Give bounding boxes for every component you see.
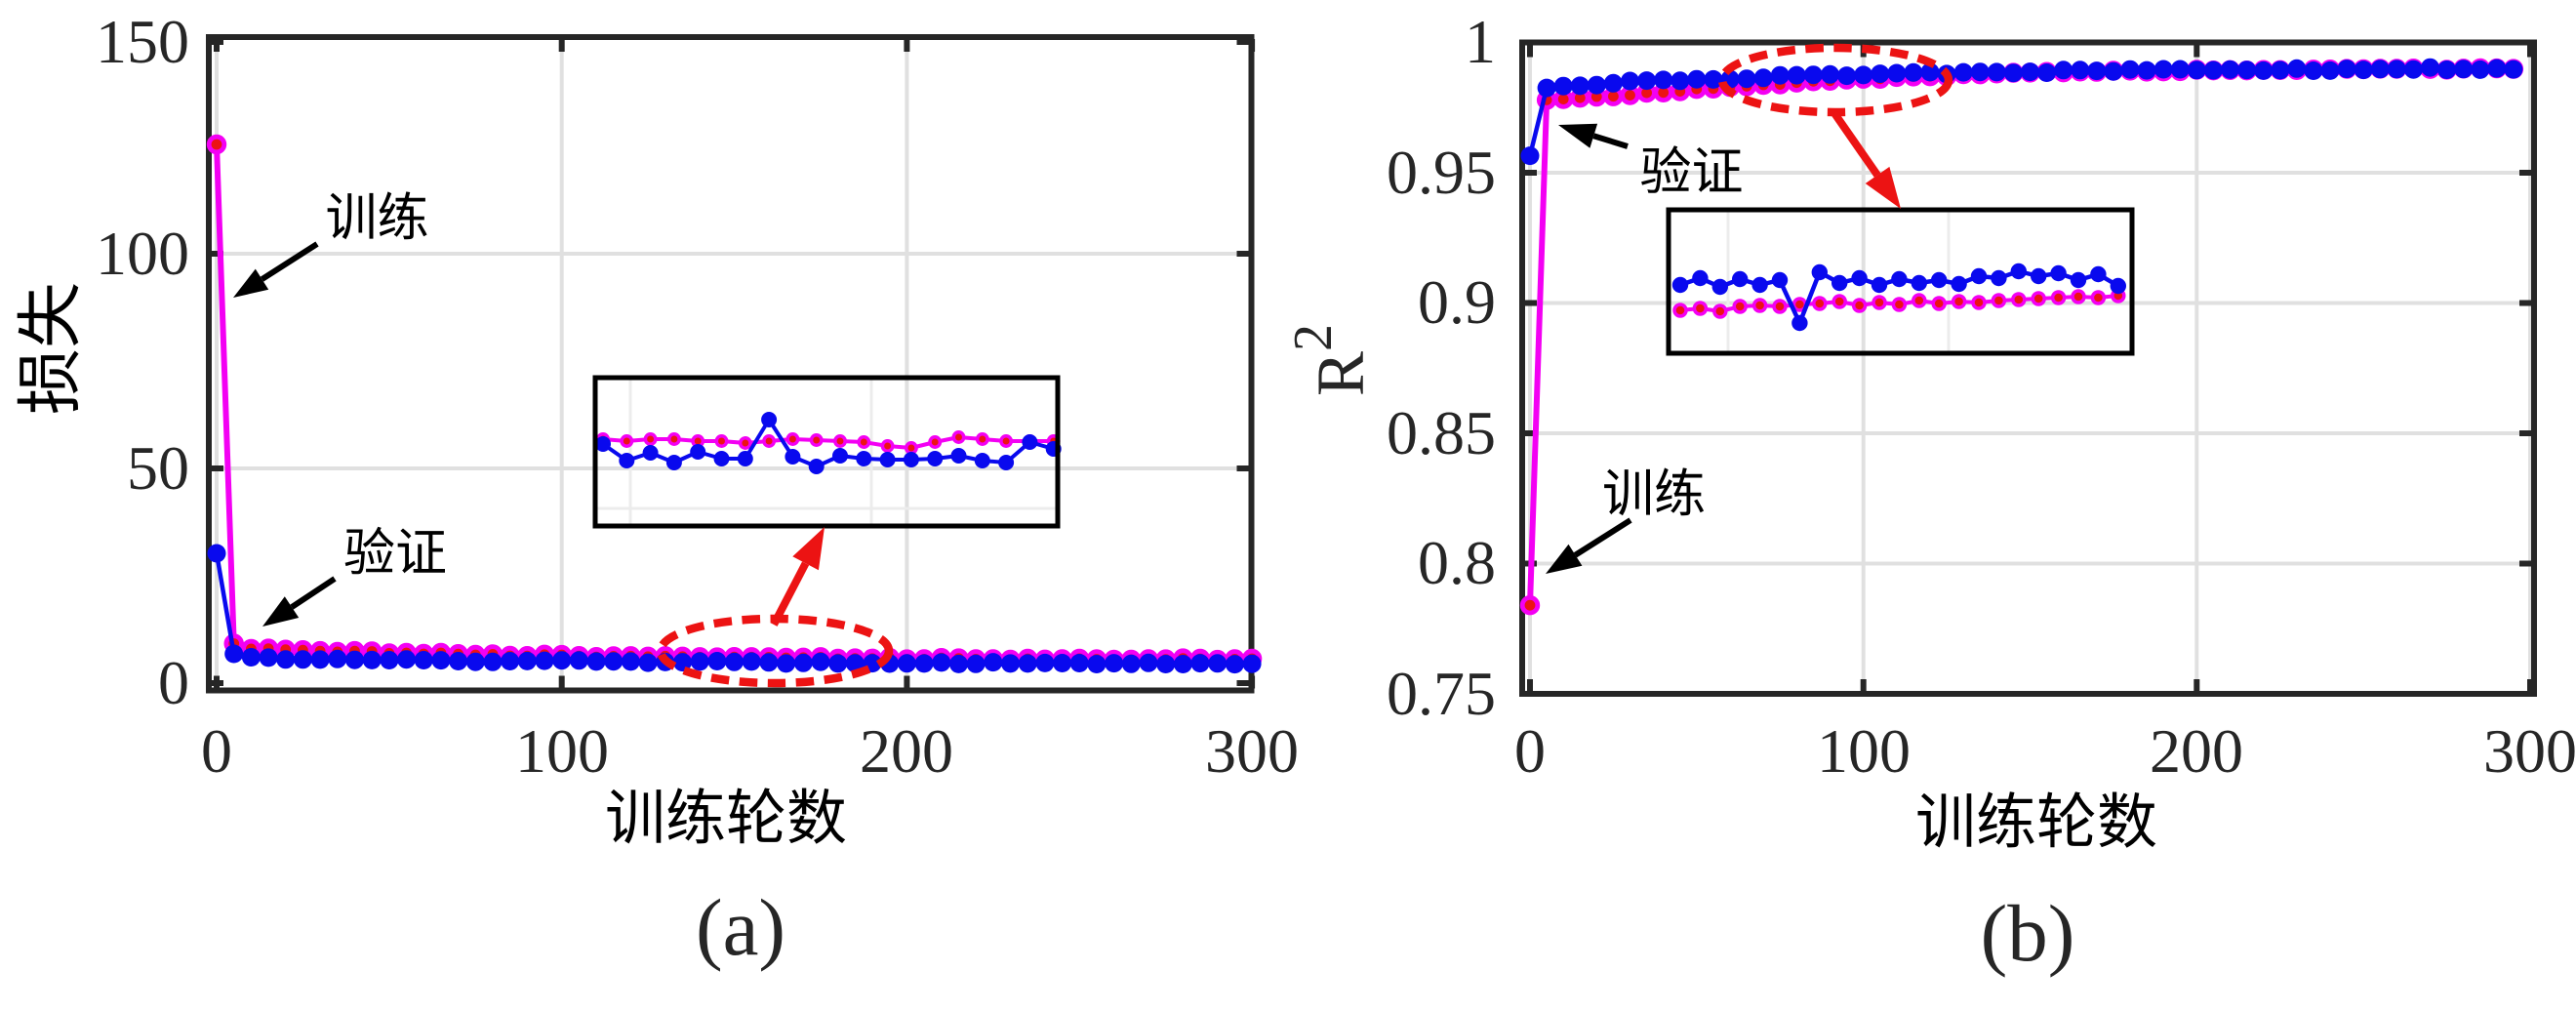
svg-text:(b): (b) [1981,888,2075,978]
svg-text:0: 0 [1514,716,1546,786]
svg-text:300: 300 [2483,716,2576,786]
svg-text:0.8: 0.8 [1418,528,1496,597]
svg-text:0.9: 0.9 [1418,267,1496,337]
svg-text:0.95: 0.95 [1387,138,1496,207]
svg-text:100: 100 [1817,716,1911,786]
svg-text:200: 200 [860,716,953,786]
svg-text:300: 300 [1205,716,1299,786]
svg-text:0: 0 [158,648,189,717]
svg-text:100: 100 [96,219,189,288]
svg-text:150: 150 [96,7,189,76]
svg-text:1: 1 [1465,7,1496,76]
svg-text:0.75: 0.75 [1387,659,1496,728]
svg-text:(a): (a) [696,882,785,972]
svg-text:0: 0 [201,716,232,786]
svg-text:100: 100 [515,716,609,786]
svg-text:0.85: 0.85 [1387,398,1496,467]
svg-text:50: 50 [127,433,189,503]
svg-text:200: 200 [2150,716,2243,786]
